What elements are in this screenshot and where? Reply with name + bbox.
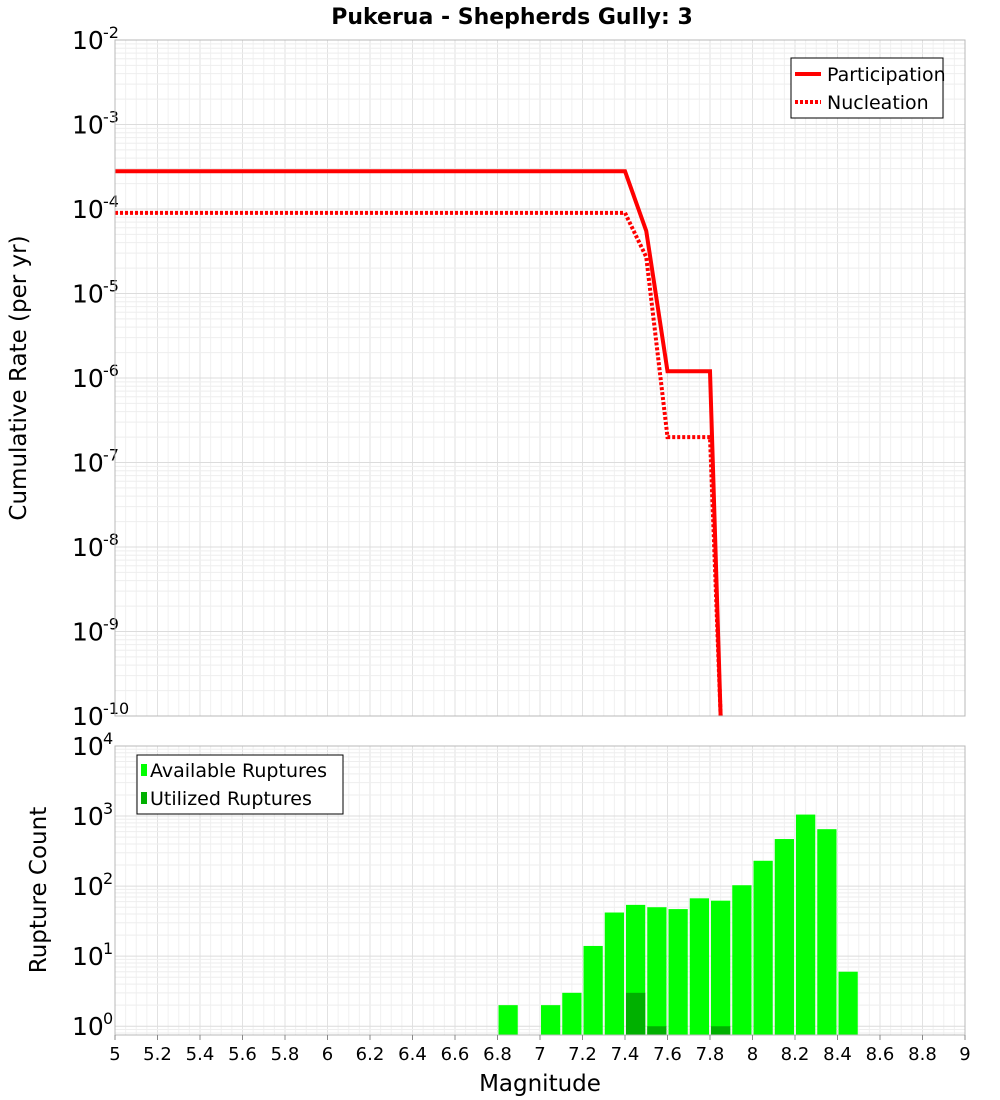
y-tick-exponent: 3	[103, 799, 113, 818]
y-tick-label: 10	[72, 872, 104, 901]
y-tick-label: 10	[72, 195, 104, 224]
y-tick-exponent: -10	[103, 699, 129, 718]
available-ruptures-bar	[604, 912, 624, 1035]
available-ruptures-bar	[562, 992, 582, 1035]
y-tick-exponent: -9	[103, 615, 119, 634]
x-tick-label: 5	[109, 1044, 120, 1065]
x-tick-label: 7	[534, 1044, 545, 1065]
y-tick-label: 10	[72, 26, 104, 55]
available-ruptures-bar	[817, 829, 837, 1035]
rate-plot: 10-210-310-410-510-610-710-810-910 -10Par…	[72, 23, 966, 731]
series-line-nucleation	[115, 210, 723, 716]
y-axis-label-rupture-count: Rupture Count	[26, 807, 52, 973]
y-tick-label: 10	[72, 942, 104, 971]
y-tick-exponent: 0	[103, 1009, 113, 1028]
y-tick-label: 10	[72, 111, 104, 140]
y-tick-label: 10	[72, 732, 104, 761]
legend-label-available-ruptures: Available Ruptures	[150, 760, 327, 782]
x-tick-label: 7.8	[696, 1044, 725, 1065]
y-tick-exponent: -8	[103, 530, 119, 549]
x-tick-label: 6.2	[356, 1044, 385, 1065]
x-tick-label: 8	[747, 1044, 758, 1065]
available-ruptures-bar	[732, 885, 752, 1035]
y-tick-exponent: -3	[103, 108, 119, 127]
y-tick-exponent: -6	[103, 361, 119, 380]
chart-title: Pukerua - Shepherds Gully: 3	[331, 5, 693, 30]
available-ruptures-bar	[498, 1005, 518, 1035]
available-ruptures-bar	[753, 860, 773, 1035]
rate-legend: Participation Nucleation	[790, 57, 946, 119]
rate-plot-frame	[114, 39, 966, 717]
available-ruptures-bar	[689, 898, 709, 1035]
x-tick-label: 6	[322, 1044, 333, 1065]
legend-swatch-utilized-ruptures	[141, 792, 147, 804]
y-tick-label: 10	[72, 280, 104, 309]
y-axis-label-rate: Cumulative Rate (per yr)	[6, 235, 32, 520]
y-tick-exponent: 4	[103, 729, 113, 748]
y-tick-exponent: -4	[103, 192, 119, 211]
y-tick-label: 10	[72, 1012, 104, 1041]
available-ruptures-bar	[774, 839, 794, 1035]
y-tick-label: 10	[72, 802, 104, 831]
x-tick-label: 7.6	[653, 1044, 682, 1065]
y-tick-exponent: 2	[103, 869, 113, 888]
legend-label-nucleation: Nucleation	[827, 92, 929, 114]
y-tick-label: 10	[72, 618, 104, 647]
utilized-ruptures-bar	[711, 1026, 731, 1035]
rate-legend-box	[790, 57, 944, 119]
y-tick-label: 10	[72, 702, 104, 731]
legend-label-participation: Participation	[827, 64, 946, 86]
available-ruptures-bar	[838, 971, 858, 1035]
utilized-ruptures-bar	[626, 992, 646, 1035]
x-axis-label: Magnitude	[479, 1071, 601, 1097]
y-tick-exponent: -2	[103, 23, 119, 42]
x-tick-label: 8.2	[781, 1044, 810, 1065]
available-ruptures-bar	[668, 909, 688, 1035]
available-ruptures-bar	[541, 1005, 561, 1035]
y-tick-label: 10	[72, 533, 104, 562]
legend-label-utilized-ruptures: Utilized Ruptures	[150, 788, 312, 810]
y-tick-label: 10	[72, 449, 104, 478]
x-tick-label: 7.2	[568, 1044, 597, 1065]
available-ruptures-bar	[583, 945, 603, 1035]
available-ruptures-bar	[647, 907, 667, 1035]
utilized-ruptures-bar	[647, 1026, 667, 1035]
x-tick-label: 8.6	[866, 1044, 895, 1065]
series-line-participation	[115, 169, 723, 716]
available-ruptures-bar	[711, 900, 731, 1035]
y-tick-exponent: -5	[103, 277, 119, 296]
x-tick-label: 7.4	[611, 1044, 640, 1065]
y-tick-exponent: -7	[103, 446, 119, 465]
x-tick-label: 6.6	[441, 1044, 470, 1065]
x-tick-label: 5.4	[186, 1044, 215, 1065]
x-tick-label: 9	[959, 1044, 970, 1065]
x-tick-label: 6.4	[398, 1044, 427, 1065]
x-tick-label: 6.8	[483, 1044, 512, 1065]
x-tick-label: 5.6	[228, 1044, 257, 1065]
x-tick-label: 8.8	[908, 1044, 937, 1065]
y-tick-exponent: 1	[103, 939, 113, 958]
legend-swatch-available-ruptures	[141, 764, 147, 776]
available-ruptures-bar	[796, 814, 816, 1035]
rupture-legend: Available Ruptures Utilized Ruptures	[136, 754, 344, 815]
x-tick-label: 5.2	[143, 1044, 172, 1065]
y-tick-label: 10	[72, 364, 104, 393]
rupture-legend-box	[136, 754, 344, 815]
x-tick-label: 5.8	[271, 1044, 300, 1065]
x-tick-label: 8.4	[823, 1044, 852, 1065]
